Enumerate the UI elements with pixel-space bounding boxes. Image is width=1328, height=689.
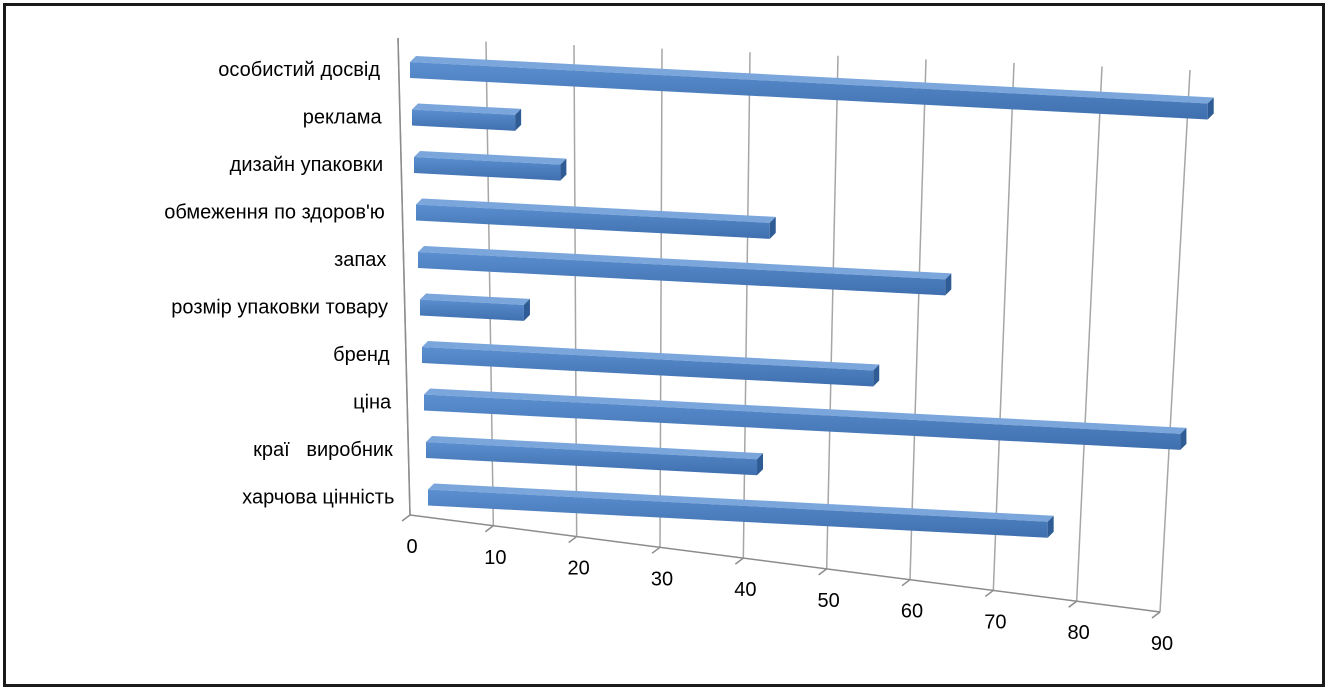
x-tick-mark — [1151, 611, 1161, 619]
bar — [422, 347, 874, 387]
bar-end-face — [757, 453, 764, 476]
bar-top-face — [424, 388, 1187, 434]
bar — [420, 299, 524, 321]
x-tick-label: 40 — [734, 579, 756, 601]
bar-top-face — [422, 341, 880, 371]
gridline — [659, 48, 663, 548]
gridline — [1075, 66, 1103, 602]
x-tick-mark — [1068, 600, 1078, 608]
category-label: краї виробник — [253, 439, 393, 461]
bar-top-face — [418, 246, 952, 280]
bar — [424, 394, 1181, 450]
category-label: харчова цінність — [242, 487, 394, 509]
bar-top-face — [410, 56, 1214, 104]
category-label: обмеження по здоров'ю — [164, 202, 385, 224]
bar-top-face — [416, 198, 776, 223]
bar-end-face — [873, 364, 880, 387]
x-tick-label: 10 — [484, 547, 506, 569]
bar — [426, 442, 758, 476]
y-axis-line — [397, 37, 411, 516]
x-tick-labels: 0 10 20 30 40 50 60 70 80 90 — [406, 536, 1173, 655]
x-tick-label: 80 — [1068, 622, 1090, 644]
category-label: бренд — [333, 344, 390, 366]
bar — [416, 204, 770, 239]
x-tick-label: 30 — [651, 568, 673, 590]
gridline — [742, 52, 751, 559]
x-tick-label: 70 — [984, 611, 1006, 633]
category-labels: особистий досвід реклама дизайн упаковки об… — [164, 59, 394, 509]
bar-top-face — [414, 151, 567, 165]
gridline — [1159, 69, 1191, 613]
bar-end-face — [560, 158, 567, 181]
bars — [410, 56, 1214, 538]
x-axis-line — [409, 514, 1161, 613]
bar — [414, 157, 561, 181]
category-label: розмір упаковки товару — [171, 297, 388, 319]
bar-top-face — [426, 436, 764, 460]
x-tick-mark — [651, 546, 661, 554]
x-tick-mark — [401, 514, 411, 522]
x-tick-mark — [734, 557, 744, 565]
category-label: реклама — [303, 107, 383, 129]
x-tick-label: 90 — [1151, 633, 1173, 655]
bar-top-face — [428, 483, 1054, 522]
bar — [410, 62, 1208, 120]
bar-end-face — [945, 273, 952, 296]
x-tick-mark — [984, 589, 994, 598]
bar — [418, 252, 946, 296]
bar-end-face — [1047, 515, 1054, 538]
category-label: запах — [334, 249, 386, 271]
chart-frame — [3, 3, 1325, 687]
axes — [397, 37, 1161, 619]
x-tick-mark — [568, 535, 578, 544]
bar-top-face — [420, 293, 530, 305]
bar-end-face — [523, 298, 530, 321]
x-tick-label: 50 — [818, 590, 840, 612]
bar-top-face — [412, 103, 522, 115]
category-label: особистий досвід — [218, 59, 380, 81]
x-tick-mark — [818, 568, 828, 576]
x-tick-mark — [901, 579, 911, 587]
x-tick-label: 60 — [901, 601, 923, 623]
category-label: ціна — [353, 392, 392, 414]
gridline — [909, 59, 927, 580]
gridline — [825, 55, 839, 569]
bar — [428, 489, 1048, 538]
bar-end-face — [1207, 97, 1214, 120]
x-tick-label: 0 — [406, 536, 417, 558]
x-tick-label: 20 — [568, 558, 590, 580]
gridline — [992, 62, 1015, 591]
bar-end-face — [1180, 427, 1187, 450]
bar-end-face — [769, 216, 776, 239]
bar — [412, 109, 516, 131]
x-tick-mark — [484, 525, 494, 533]
category-label: дизайн упаковки — [230, 154, 384, 176]
bar-end-face — [515, 108, 522, 131]
